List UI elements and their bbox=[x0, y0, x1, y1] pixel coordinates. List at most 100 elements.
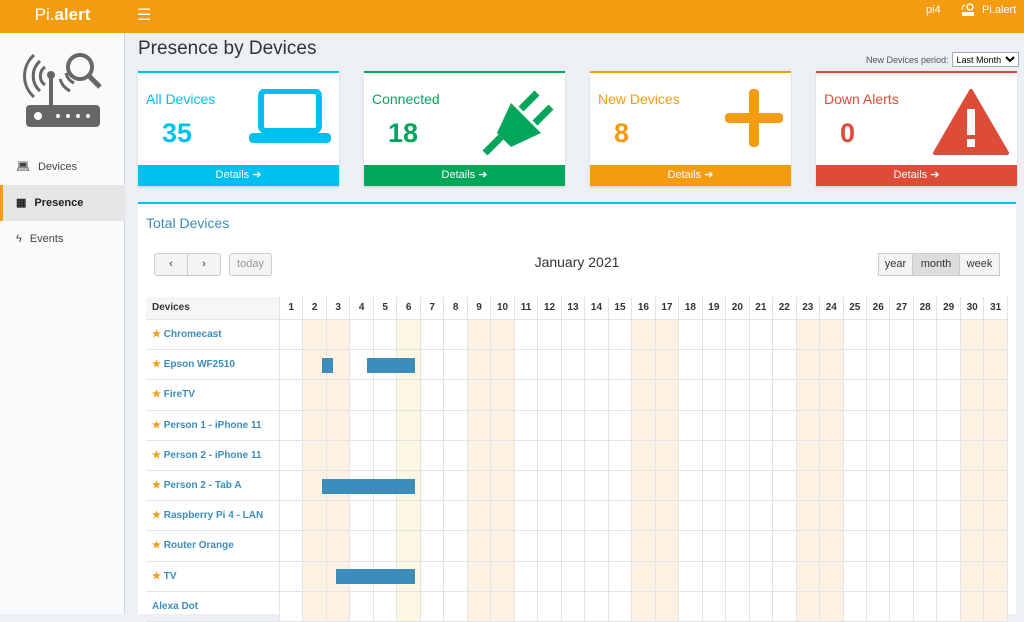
calendar-title: January 2021 bbox=[534, 254, 620, 270]
page-title: Presence by Devices bbox=[138, 38, 317, 59]
day-header: 4 bbox=[350, 297, 374, 320]
sidebar: 💻︎ Devices ▦ Presence ϟ Events bbox=[0, 33, 125, 614]
plug-icon bbox=[481, 89, 557, 158]
panel-title: Total Devices bbox=[146, 215, 230, 231]
view-month-button[interactable]: month bbox=[912, 253, 960, 276]
details-link[interactable]: Details ➔ bbox=[816, 165, 1017, 186]
presence-session-bar[interactable] bbox=[366, 357, 415, 373]
new-devices-period: New Devices period: Last Month bbox=[866, 52, 1019, 67]
today-button[interactable]: today bbox=[229, 253, 272, 276]
arrow-circle-right-icon: ➔ bbox=[930, 169, 940, 181]
star-icon: ★ bbox=[152, 540, 164, 552]
day-header: 20 bbox=[726, 297, 750, 320]
details-label: Details bbox=[215, 169, 250, 181]
sidebar-item-devices[interactable]: 💻︎ Devices bbox=[0, 149, 125, 185]
day-header: 14 bbox=[585, 297, 609, 320]
device-name: Person 2 - Tab A bbox=[163, 480, 242, 491]
device-row-label[interactable]: ★ Chromecast bbox=[146, 320, 280, 351]
arrow-circle-right-icon: ➔ bbox=[478, 169, 488, 181]
device-row bbox=[280, 501, 1008, 532]
presence-session-bar[interactable] bbox=[322, 357, 333, 373]
day-header: 27 bbox=[890, 297, 914, 320]
day-header: 12 bbox=[538, 297, 562, 320]
day-header: 24 bbox=[820, 297, 844, 320]
day-header: 7 bbox=[420, 297, 445, 320]
device-name: Router Orange bbox=[163, 540, 234, 552]
view-week-button[interactable]: week bbox=[959, 253, 1000, 276]
period-select[interactable]: Last Month bbox=[951, 52, 1019, 67]
hamburger-icon[interactable]: ☰ bbox=[137, 7, 152, 24]
card-label: Down Alerts bbox=[824, 91, 899, 107]
top-navbar: Pi.alert ☰ pi4 Pi.alert bbox=[0, 0, 1024, 33]
stat-card-down-alerts: Down Alerts 0 Details ➔ bbox=[816, 71, 1017, 186]
star-icon: ★ bbox=[152, 359, 164, 371]
day-header: 9 bbox=[467, 297, 492, 320]
device-row-label[interactable]: ★ TV bbox=[146, 561, 280, 592]
user-logo-icon bbox=[961, 3, 974, 16]
total-devices-panel: Total Devices ‹ › today January 2021 yea… bbox=[138, 202, 1016, 622]
laptop-icon: 💻︎ bbox=[16, 161, 30, 173]
presence-session-bar[interactable] bbox=[336, 569, 415, 585]
details-link[interactable]: Details ➔ bbox=[590, 165, 791, 186]
period-label: New Devices period: bbox=[866, 54, 949, 65]
device-row-label[interactable]: ★ FireTV bbox=[146, 380, 280, 411]
device-row-label[interactable]: Alexa Dot bbox=[146, 591, 280, 622]
devices-header: Devices bbox=[146, 297, 280, 320]
day-header: 8 bbox=[444, 297, 468, 320]
router-search-logo bbox=[23, 53, 102, 127]
sidebar-item-presence[interactable]: ▦ Presence bbox=[0, 185, 125, 221]
sidebar-item-label: Events bbox=[29, 233, 64, 245]
stat-card-new-devices: New Devices 8 Details ➔ bbox=[590, 71, 791, 186]
user-name: Pi.alert bbox=[982, 4, 1017, 16]
day-header: 10 bbox=[491, 297, 515, 320]
card-value: 0 bbox=[840, 118, 856, 148]
device-row-label[interactable]: ★ Raspberry Pi 4 - LAN bbox=[146, 501, 280, 532]
card-label: New Devices bbox=[598, 91, 680, 107]
day-header: 21 bbox=[749, 297, 774, 320]
device-row bbox=[280, 320, 1008, 351]
arrow-circle-right-icon: ➔ bbox=[252, 169, 262, 181]
details-link[interactable]: Details ➔ bbox=[364, 165, 565, 186]
day-header: 2 bbox=[303, 297, 327, 320]
view-year-button[interactable]: year bbox=[878, 253, 913, 276]
card-label: All Devices bbox=[146, 91, 216, 107]
device-name: Person 1 - iPhone 11 bbox=[163, 419, 262, 431]
device-row-label[interactable]: ★ Person 2 - iPhone 11 bbox=[146, 440, 280, 471]
laptop-icon bbox=[249, 88, 331, 148]
day-header: 16 bbox=[632, 297, 656, 320]
details-link[interactable]: Details ➔ bbox=[138, 165, 339, 186]
day-header: 19 bbox=[702, 297, 727, 320]
sidebar-item-events[interactable]: ϟ Events bbox=[0, 221, 125, 257]
device-row-label[interactable]: ★ Person 1 - iPhone 11 bbox=[146, 410, 280, 441]
device-name: Alexa Dot bbox=[152, 600, 199, 612]
device-row-label[interactable]: ★ Epson WF2510 bbox=[146, 350, 280, 381]
day-header: 11 bbox=[514, 297, 539, 320]
host-label: pi4 bbox=[926, 4, 941, 16]
stat-card-connected: Connected 18 Details ➔ bbox=[364, 71, 565, 186]
star-icon: ★ bbox=[152, 449, 164, 461]
day-header: 23 bbox=[796, 297, 821, 320]
day-header: 22 bbox=[773, 297, 797, 320]
presence-session-bar[interactable] bbox=[322, 478, 415, 494]
device-row bbox=[280, 380, 1008, 411]
star-icon: ★ bbox=[152, 389, 164, 401]
device-row-label[interactable]: ★ Person 2 - Tab A bbox=[146, 471, 280, 502]
device-row bbox=[280, 440, 1008, 471]
device-row-label[interactable]: ★ Router Orange bbox=[146, 531, 280, 562]
user-menu[interactable]: Pi.alert bbox=[960, 2, 1016, 18]
day-header: 1 bbox=[280, 297, 304, 320]
details-label: Details bbox=[667, 169, 702, 181]
device-name: TV bbox=[163, 570, 177, 582]
device-row bbox=[280, 350, 1008, 381]
card-value: 8 bbox=[614, 118, 630, 148]
day-header: 28 bbox=[913, 297, 938, 320]
day-header: 15 bbox=[608, 297, 633, 320]
star-icon: ★ bbox=[152, 510, 164, 522]
day-header: 31 bbox=[984, 297, 1008, 320]
details-label: Details bbox=[441, 169, 476, 181]
brand-logo[interactable]: Pi.alert bbox=[0, 0, 125, 33]
device-name: Raspberry Pi 4 - LAN bbox=[163, 510, 264, 522]
device-name: Epson WF2510 bbox=[163, 359, 235, 371]
star-icon: ★ bbox=[152, 480, 164, 491]
next-button[interactable]: › bbox=[187, 253, 221, 276]
